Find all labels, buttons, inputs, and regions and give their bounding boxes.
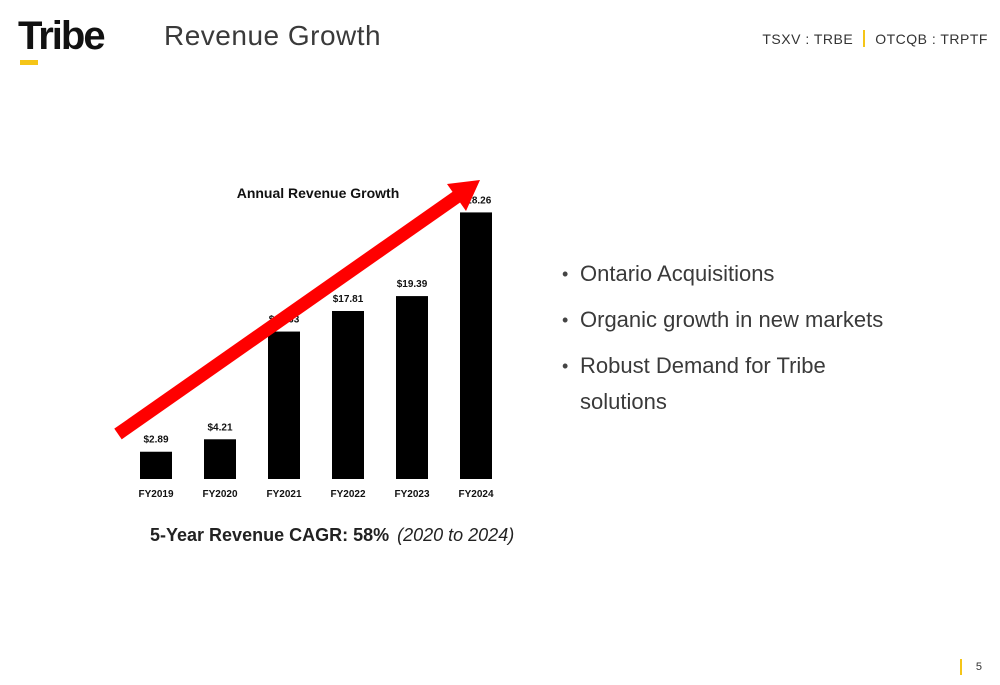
category-label: FY2024: [458, 489, 493, 500]
slide-title: Revenue Growth: [164, 20, 382, 51]
cagr-value: 5-Year Revenue CAGR: 58%: [150, 525, 390, 545]
bar-fy2024: [460, 212, 492, 479]
bullet-item: Robust Demand for Tribe solutions: [562, 348, 902, 420]
ticker-otcqb: OTCQB : TRPTF: [875, 30, 988, 47]
page-footer: 5: [959, 659, 982, 675]
category-label: FY2021: [266, 489, 301, 500]
cagr-period: (2020 to 2024): [397, 525, 515, 545]
category-label: FY2022: [330, 489, 365, 500]
bar-fy2019: [140, 451, 172, 479]
bullet-item: Organic growth in new markets: [562, 302, 902, 338]
page-number: 5: [975, 661, 982, 673]
category-label: FY2019: [138, 489, 173, 500]
page-bar: [959, 659, 962, 675]
ticker-symbols: TSXV : TRBE OTCQB : TRPTF: [762, 30, 988, 47]
ticker-separator: [863, 30, 866, 47]
logo-text: Tribe: [18, 14, 106, 58]
arrow-shaft: [114, 190, 462, 440]
bar-fy2020: [204, 439, 236, 479]
category-label: FY2023: [394, 489, 429, 500]
chart-title: Annual Revenue Growth: [237, 185, 400, 201]
bullet-list: Ontario Acquisitions Organic growth in ne…: [562, 256, 902, 430]
ticker-tsxv: TSXV : TRBE: [762, 30, 854, 47]
category-label: FY2020: [202, 489, 237, 500]
value-label: $19.39: [397, 279, 428, 290]
value-label: $28.26: [461, 195, 492, 206]
logo-underline: [20, 60, 38, 65]
value-label: $4.21: [207, 422, 232, 433]
growth-arrow: [114, 180, 480, 440]
tribe-logo: Tribe: [18, 14, 106, 65]
bar-fy2022: [332, 310, 364, 479]
bullet-item: Ontario Acquisitions: [562, 256, 902, 292]
arrow-head: [447, 180, 480, 211]
value-label: $17.81: [333, 294, 364, 305]
value-label: $2.89: [143, 435, 168, 446]
bar-fy2023: [396, 296, 428, 479]
cagr-statement: 5-Year Revenue CAGR: 58% (2020 to 2024): [150, 525, 514, 546]
bar-fy2021: [268, 331, 300, 479]
